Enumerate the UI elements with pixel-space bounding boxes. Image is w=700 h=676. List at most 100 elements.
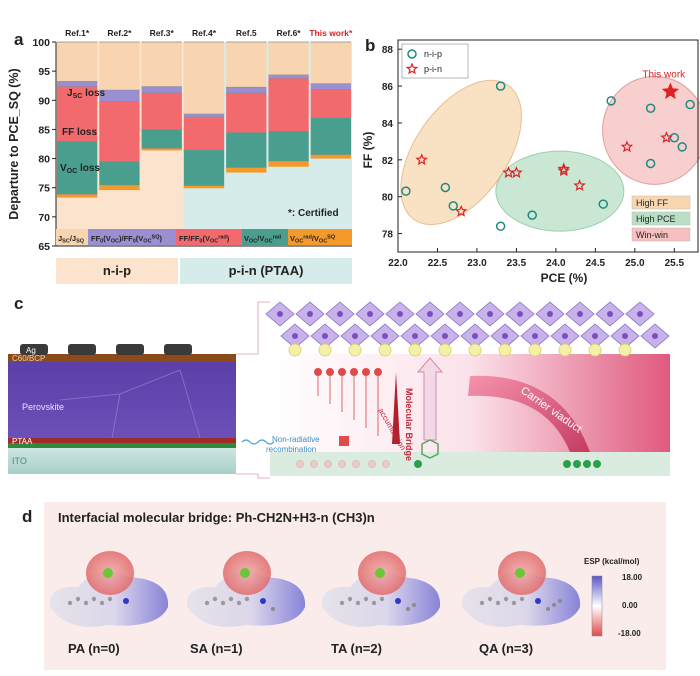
bar-segment — [99, 101, 140, 162]
a-site-cation — [408, 343, 422, 357]
nitrogen-atom — [260, 598, 266, 604]
this-work-point — [661, 82, 679, 99]
b-y-tick-label: 88 — [382, 45, 394, 56]
bar-segment — [183, 42, 225, 114]
lattice-atom — [607, 311, 613, 317]
ito-surface — [270, 452, 670, 476]
bar-segment — [99, 89, 140, 102]
carbon-atom — [220, 600, 226, 606]
bar-segment — [226, 92, 267, 133]
b-x-tick-label: 24.5 — [586, 258, 606, 269]
panel-a-chart: Ref.1* Ref.2* Ref.3* Ref.4* Ref.5 Ref.6* This … — [7, 28, 353, 253]
pin-point — [415, 153, 428, 166]
legend-ff0-swatch — [88, 229, 176, 245]
chloride-ion — [375, 568, 385, 578]
lattice-atom — [457, 311, 463, 317]
bar-segment — [141, 42, 182, 87]
hole-carrier — [338, 368, 346, 376]
panel-b-letter: b — [365, 36, 376, 55]
legend-jsc-label: JSC/JSQ — [58, 234, 85, 245]
panel-c-illustration: Ag C60/BCP Perovskite PTAA ITO Molecular… — [8, 301, 670, 479]
lattice-atom — [322, 333, 328, 339]
bar-segment — [268, 74, 309, 79]
lattice-atom — [622, 333, 628, 339]
carbon-atom — [511, 600, 517, 606]
pin-point — [557, 162, 570, 175]
lattice-atom — [517, 311, 523, 317]
high-pce-region — [495, 150, 625, 232]
panel-a-legend: JSC/JSQ FF0(VOC)/FF0(VOCSQ) FF/FF0(VOCra… — [56, 229, 352, 245]
bar-segment — [141, 148, 182, 151]
methyl-group — [271, 607, 275, 611]
pin-point — [620, 140, 634, 153]
a-y-tick-label: 75 — [38, 183, 50, 195]
methyl-group — [552, 603, 556, 607]
ito-hole-extracted — [414, 460, 422, 468]
chloride-ion — [103, 568, 113, 578]
carbon-atom — [503, 596, 509, 602]
chloride-ion — [240, 568, 250, 578]
lattice-atom — [577, 311, 583, 317]
ito-hole-extracted — [583, 460, 591, 468]
carbon-atom — [83, 600, 89, 606]
panel-d-letter: d — [22, 507, 33, 526]
region-legend-label: High PCE — [636, 214, 676, 224]
bar-segment — [226, 167, 267, 173]
legend-pin-label: p-i-n — [424, 64, 442, 74]
esp-colorbar — [591, 575, 603, 637]
hole-carrier — [326, 368, 334, 376]
bar-segment — [57, 86, 98, 142]
b-y-tick-label: 86 — [382, 82, 394, 93]
a-y-tick-label: 65 — [38, 241, 50, 253]
ag-electrode — [20, 344, 48, 355]
lattice-atom — [592, 333, 598, 339]
category-label: This work* — [309, 28, 353, 38]
win-win-region — [602, 75, 700, 185]
carbon-atom — [67, 600, 73, 606]
molecule-label-ta: TA (n=2) — [331, 641, 382, 656]
nip-point — [685, 99, 695, 110]
panel-c-letter: c — [14, 294, 24, 313]
ito-hole-faint — [310, 460, 318, 468]
bar-segment — [141, 129, 182, 149]
nip-point — [495, 221, 506, 231]
carbon-atom — [495, 600, 501, 606]
certified-note: *: Certified — [288, 208, 339, 219]
group-label-pin-text: p-i-n (PTAA) — [228, 263, 304, 278]
methyl-group — [546, 607, 550, 611]
legend-vocrad-swatch — [288, 229, 352, 245]
lattice-atom — [337, 311, 343, 317]
bar-segment — [226, 86, 267, 93]
methyl-group — [412, 603, 416, 607]
carbon-atom — [99, 600, 105, 606]
molecule-label-pa: PA (n=0) — [68, 641, 120, 656]
a-site-cation — [498, 343, 512, 357]
a-site-cation — [468, 343, 482, 357]
carbon-atom — [212, 596, 218, 602]
legend-voc-label: VOC/VOCrad — [244, 234, 281, 245]
ito-hole-faint — [382, 460, 390, 468]
hole-carrier — [350, 368, 358, 376]
region-legend-swatch — [631, 227, 691, 242]
carbon-atom — [75, 596, 81, 602]
b-x-tick-label: 22.5 — [428, 258, 448, 269]
carrier-viaduct — [468, 375, 590, 452]
carbon-atom — [228, 596, 234, 602]
bar-segment — [183, 149, 225, 186]
a-y-tick-label: 100 — [32, 37, 50, 49]
bar-segment — [141, 92, 182, 130]
layer-perovskite: Perovskite — [22, 402, 64, 412]
lattice-atom — [487, 311, 493, 317]
bar-segment — [99, 161, 140, 185]
a-site-cation — [558, 343, 572, 357]
pin-point — [510, 166, 523, 179]
molecule-label-sa: SA (n=1) — [190, 641, 243, 656]
nip-point — [527, 210, 537, 220]
nip-point — [495, 81, 506, 91]
bar-segment — [141, 86, 182, 93]
b-y-tick-label: 78 — [382, 230, 394, 241]
bar-segment — [57, 194, 98, 198]
ito-hole-extracted — [563, 460, 571, 468]
nitrogen-atom — [123, 598, 129, 604]
nip-point — [440, 182, 451, 193]
